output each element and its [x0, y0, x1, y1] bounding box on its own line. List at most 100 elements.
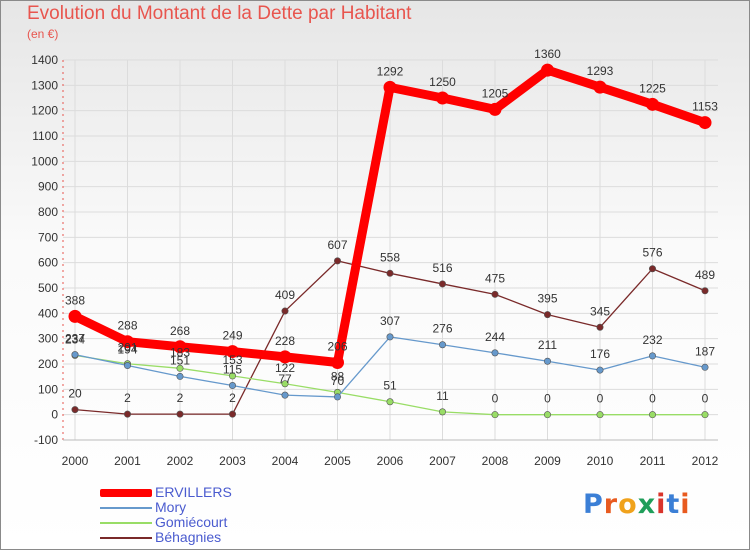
- y-tick-label: 800: [38, 205, 58, 219]
- data-point: [383, 80, 397, 94]
- data-label: 2: [177, 391, 184, 405]
- legend-swatch: [100, 522, 152, 524]
- legend-swatch: [100, 489, 152, 497]
- data-label: 1293: [587, 64, 614, 78]
- data-point: [491, 290, 499, 298]
- data-label: 0: [597, 392, 604, 406]
- series-group: 20 2 2 2 409 607 558 516 475 395 345 576 489 234 201 18…: [65, 47, 718, 419]
- data-label: 249: [222, 329, 242, 343]
- legend-item-ervillers: ERVILLERS: [100, 485, 300, 500]
- legend-item-behagnies: Béhagnies: [100, 530, 300, 545]
- data-label: 0: [649, 392, 656, 406]
- data-label: 20: [68, 387, 82, 401]
- data-point: [173, 340, 187, 354]
- data-label: 516: [432, 261, 452, 275]
- legend-label: ERVILLERS: [155, 484, 232, 500]
- x-tick-label: 2001: [114, 454, 141, 468]
- data-label: 211: [538, 338, 557, 352]
- data-point: [543, 311, 551, 319]
- data-label: 237: [65, 332, 85, 346]
- data-point: [68, 309, 82, 323]
- proxiti-logo: Proxiti: [583, 489, 691, 520]
- data-point: [701, 411, 709, 419]
- y-tick-label: 1200: [31, 104, 58, 118]
- y-tick-label: 900: [38, 180, 58, 194]
- data-point: [124, 410, 132, 418]
- data-point: [229, 372, 237, 380]
- data-point: [596, 323, 604, 331]
- data-point: [229, 382, 237, 390]
- data-label: 558: [380, 250, 400, 264]
- data-point: [648, 352, 656, 360]
- y-tick-label: 400: [38, 306, 58, 320]
- data-label: 88: [331, 369, 345, 383]
- data-label: 475: [485, 271, 505, 285]
- x-tick-label: 2008: [482, 454, 509, 468]
- data-label: 244: [485, 330, 505, 344]
- data-label: 409: [275, 288, 295, 302]
- data-point: [176, 410, 184, 418]
- data-label: 51: [383, 379, 397, 393]
- data-point: [436, 91, 449, 105]
- x-tick-label: 2011: [640, 454, 666, 468]
- data-point: [176, 372, 184, 380]
- x-tick-label: 2002: [167, 454, 194, 468]
- data-point: [333, 257, 341, 265]
- data-point: [698, 116, 712, 130]
- x-tick-label: 2010: [587, 454, 614, 468]
- y-tick-label: 600: [38, 256, 58, 270]
- legend-label: Béhagnies: [155, 529, 222, 545]
- data-label: 1225: [639, 81, 666, 95]
- legend-swatch: [100, 537, 152, 539]
- data-label: 187: [695, 344, 715, 358]
- data-point: [488, 102, 502, 116]
- data-point: [278, 350, 292, 364]
- data-point: [331, 355, 344, 369]
- data-label: 194: [117, 343, 137, 357]
- data-label: 151: [170, 353, 190, 367]
- data-point: [438, 408, 446, 416]
- series-3: [71, 257, 709, 418]
- data-label: 2: [229, 391, 236, 405]
- data-point: [121, 335, 134, 349]
- data-point: [71, 351, 79, 359]
- y-tick-label: 500: [38, 281, 58, 295]
- data-point: [386, 269, 394, 277]
- y-tick-label: 700: [38, 230, 58, 244]
- data-point: [701, 287, 709, 295]
- x-tick-label: 2003: [219, 454, 246, 468]
- data-label: 183: [170, 345, 190, 359]
- x-tick-label: 2000: [62, 454, 89, 468]
- data-point: [648, 411, 656, 419]
- data-label: 234: [65, 332, 85, 346]
- x-tick-label: 2007: [429, 454, 456, 468]
- data-point: [543, 411, 551, 419]
- data-point: [646, 97, 659, 111]
- data-point: [281, 391, 289, 399]
- data-point: [543, 357, 551, 365]
- data-label: 345: [590, 304, 610, 318]
- legend: ERVILLERS Mory Gomiécourt Béhagnies: [100, 485, 300, 545]
- data-point: [541, 63, 554, 77]
- data-label: 153: [222, 353, 242, 367]
- legend-swatch: [100, 507, 152, 509]
- data-label: 70: [331, 374, 345, 388]
- data-point: [491, 349, 499, 357]
- data-point: [491, 411, 499, 419]
- data-point: [701, 363, 709, 371]
- legend-label: Mory: [155, 499, 187, 515]
- data-label: 276: [432, 322, 452, 336]
- data-label: 0: [492, 392, 499, 406]
- data-label: 388: [65, 293, 85, 307]
- data-label: 2: [124, 391, 131, 405]
- x-tick-label: 2009: [534, 454, 561, 468]
- data-label: 1360: [534, 47, 561, 61]
- data-point: [226, 345, 239, 359]
- y-tick-label: 300: [38, 332, 58, 346]
- grid: [63, 59, 718, 441]
- data-point: [386, 333, 394, 341]
- y-tick-label: 1300: [31, 78, 58, 92]
- data-label: 489: [695, 268, 715, 282]
- data-point: [596, 366, 604, 374]
